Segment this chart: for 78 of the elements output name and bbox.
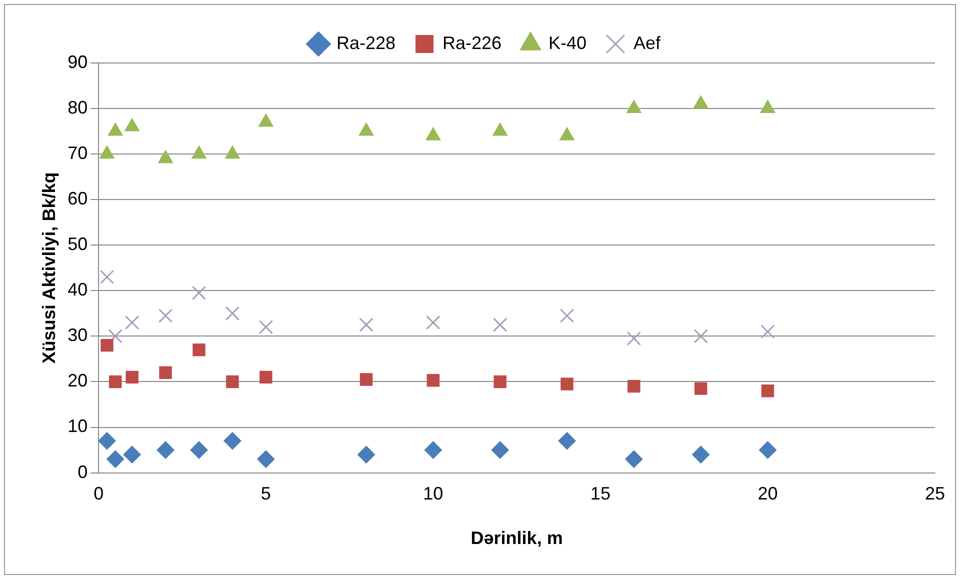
point: [492, 122, 508, 136]
point: [98, 432, 116, 450]
point: [760, 324, 775, 339]
point: [357, 446, 376, 464]
y-tick-label: 40: [68, 280, 88, 300]
point: [758, 441, 777, 460]
point: [494, 375, 506, 388]
point: [626, 100, 642, 114]
point: [224, 145, 240, 159]
point: [124, 118, 140, 132]
point: [126, 370, 138, 384]
point: [158, 308, 173, 323]
point: [124, 315, 140, 330]
point: [158, 150, 174, 164]
y-tick-label: 30: [68, 325, 88, 346]
point: [260, 370, 272, 384]
x-tick-label: 25: [924, 484, 946, 504]
y-tick-label: 90: [68, 52, 88, 72]
point: [108, 329, 122, 344]
point: [99, 145, 115, 159]
point: [106, 450, 124, 468]
point: [191, 145, 207, 159]
point: [123, 446, 142, 464]
y-tick-label: 20: [68, 370, 88, 391]
legend-label: Ra-228: [336, 32, 396, 53]
point: [560, 308, 574, 323]
point: [190, 441, 208, 460]
point: [108, 122, 124, 136]
point: [626, 331, 642, 346]
point: [100, 338, 114, 352]
point: [491, 441, 510, 460]
point: [359, 318, 374, 332]
point: [108, 375, 122, 388]
point: [156, 441, 175, 460]
point: [559, 126, 575, 140]
point: [258, 113, 274, 127]
y-tick-label: 50: [68, 234, 88, 254]
point: [425, 126, 441, 140]
legend-label: Aef: [634, 32, 662, 53]
x-axis-title: Dərinlik, m: [470, 528, 563, 548]
y-tick-label: 70: [68, 143, 88, 164]
y-tick-label: 80: [68, 98, 88, 118]
x-tick-label: 20: [758, 484, 778, 504]
point: [360, 373, 373, 386]
point: [192, 343, 206, 356]
point: [693, 94, 709, 108]
point: [256, 450, 275, 468]
point: [100, 270, 114, 284]
point: [694, 382, 708, 395]
point: [492, 318, 508, 332]
x-tick-label: 15: [590, 484, 610, 504]
point: [761, 384, 774, 398]
y-tick-label: 10: [68, 416, 88, 436]
legend-label: Ra-226: [442, 32, 502, 53]
point: [225, 306, 240, 321]
point: [560, 378, 574, 390]
point: [223, 432, 242, 450]
point: [258, 320, 274, 334]
point: [159, 366, 172, 379]
point: [624, 450, 643, 468]
point: [424, 441, 442, 460]
x-tick-label: 10: [423, 484, 444, 504]
x-tick-label: 5: [260, 484, 271, 504]
point: [694, 329, 708, 344]
point: [426, 315, 440, 330]
point: [192, 286, 206, 300]
point: [358, 122, 374, 136]
y-tick-label: 60: [68, 188, 88, 209]
point: [226, 375, 239, 388]
x-tick-label: 0: [94, 484, 104, 504]
y-tick-label: 0: [78, 462, 88, 482]
point: [628, 380, 640, 393]
y-axis-title: Xüsusi Aktivliyi, Bk/kq: [38, 172, 59, 364]
point: [760, 100, 776, 114]
point: [558, 432, 576, 450]
point: [426, 374, 440, 387]
point: [692, 446, 710, 464]
legend-label: K-40: [548, 32, 587, 53]
